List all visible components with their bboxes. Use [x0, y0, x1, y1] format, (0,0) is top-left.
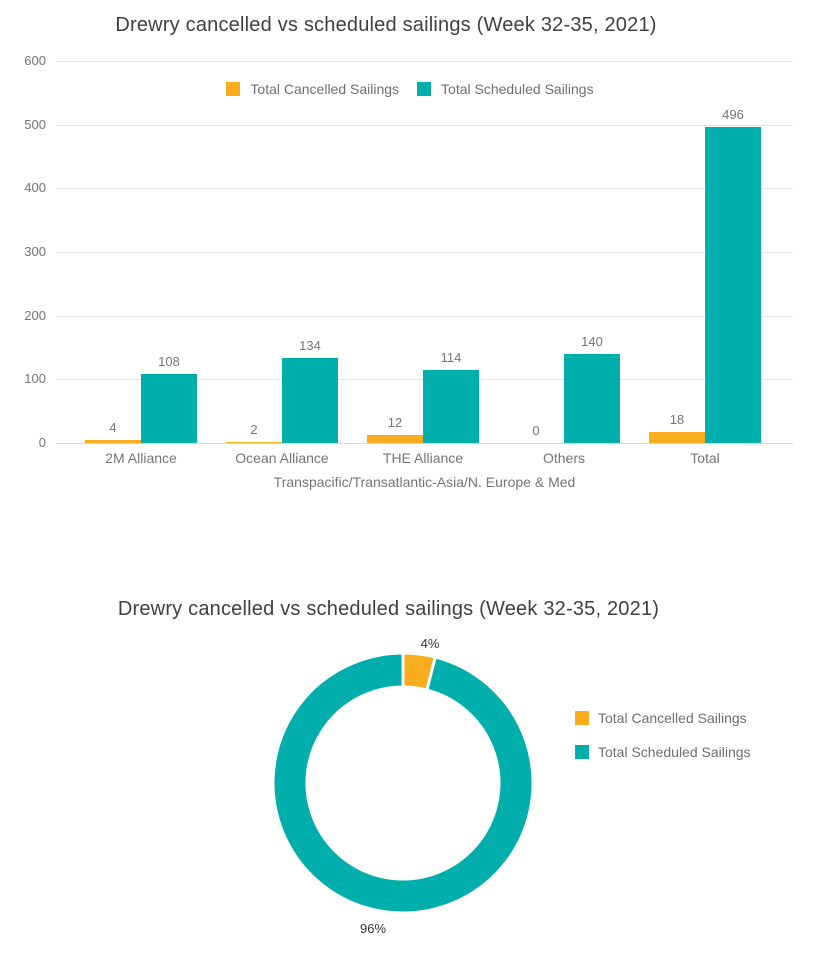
category-label-total: Total	[690, 450, 720, 466]
legend-label-scheduled-sailings: Total Scheduled Sailings	[441, 81, 594, 97]
bar-value-label: 114	[440, 350, 462, 366]
bar-value-label: 12	[387, 415, 403, 431]
bar-cancelled-total[interactable]	[649, 431, 705, 443]
scheduled-series-swatch-icon	[575, 745, 589, 759]
legend-label-scheduled-sailings: Total Scheduled Sailings	[598, 744, 751, 760]
gridline-600	[56, 61, 793, 62]
donut-legend: Total Cancelled Sailings Total Scheduled…	[575, 710, 751, 778]
donut-chart-title: Drewry cancelled vs scheduled sailings (…	[117, 598, 660, 620]
donut-chart-section: Drewry cancelled vs scheduled sailings (…	[0, 590, 823, 959]
legend-label-cancelled-sailings: Total Cancelled Sailings	[250, 81, 400, 97]
bar-plot-area: 4 108 2 134 12 114 0 140 18 496	[56, 61, 793, 444]
gridline-0	[56, 443, 793, 444]
category-label-others: Others	[542, 450, 586, 466]
bar-value-label: 496	[722, 107, 744, 123]
cancelled-series-swatch-icon	[226, 82, 241, 96]
cancelled-series-swatch-icon	[575, 711, 589, 725]
x-axis-title: Transpacific/Transatlantic-Asia/N. Europ…	[273, 474, 576, 490]
y-tick-label-100: 100	[24, 371, 46, 387]
donut-chart	[271, 651, 535, 915]
legend-item-scheduled-sailings[interactable]: Total Scheduled Sailings	[417, 81, 594, 97]
scheduled-series-swatch-icon	[417, 82, 432, 96]
donut-slice-label-scheduled: 96%	[359, 921, 387, 936]
y-tick-label-500: 500	[24, 116, 46, 132]
bar-scheduled-ocean-alliance[interactable]	[282, 357, 338, 443]
category-label-2m-alliance: 2M Alliance	[105, 450, 177, 466]
category-label-the-alliance: THE Alliance	[382, 450, 464, 466]
bar-chart-title: Drewry cancelled vs scheduled sailings (…	[115, 14, 657, 36]
y-tick-label-200: 200	[24, 307, 46, 323]
bar-cancelled-2m-alliance[interactable]	[85, 440, 141, 443]
bar-scheduled-others[interactable]	[564, 353, 620, 443]
donut-slice-total-scheduled-sailings[interactable]	[271, 651, 535, 915]
bar-chart-section: Drewry cancelled vs scheduled sailings (…	[0, 14, 820, 490]
legend-item-cancelled-sailings[interactable]: Total Cancelled Sailings	[575, 710, 751, 726]
category-label-ocean-alliance: Ocean Alliance	[235, 450, 329, 466]
gridline-500	[56, 124, 793, 126]
bar-scheduled-2m-alliance[interactable]	[141, 374, 197, 443]
bar-cancelled-ocean-alliance[interactable]	[226, 441, 282, 443]
bar-value-label: 0	[532, 423, 540, 438]
legend-item-scheduled-sailings[interactable]: Total Scheduled Sailings	[575, 744, 751, 760]
bar-value-label: 2	[250, 421, 258, 437]
y-tick-label-600: 600	[24, 53, 46, 68]
y-tick-label-0: 0	[38, 435, 46, 450]
bar-value-label: 108	[158, 354, 180, 370]
bar-value-label: 140	[581, 333, 603, 349]
y-tick-label-300: 300	[24, 244, 46, 259]
bar-value-label: 18	[669, 411, 685, 427]
bar-scheduled-total[interactable]	[705, 127, 761, 443]
bar-value-label: 4	[109, 420, 117, 436]
bar-cancelled-the-alliance[interactable]	[367, 435, 423, 443]
legend-item-cancelled-sailings[interactable]: Total Cancelled Sailings	[226, 81, 399, 97]
legend-label-cancelled-sailings: Total Cancelled Sailings	[598, 710, 747, 726]
gridline-200	[56, 315, 793, 317]
gridline-400	[56, 188, 793, 190]
bar-chart-legend: Total Cancelled Sailings Total Scheduled…	[0, 81, 820, 97]
y-tick-label-400: 400	[24, 180, 46, 196]
bar-value-label: 134	[299, 337, 321, 353]
gridline-300	[56, 252, 793, 253]
bar-scheduled-the-alliance[interactable]	[423, 370, 479, 443]
donut-slice-label-cancelled: 4%	[420, 636, 440, 651]
